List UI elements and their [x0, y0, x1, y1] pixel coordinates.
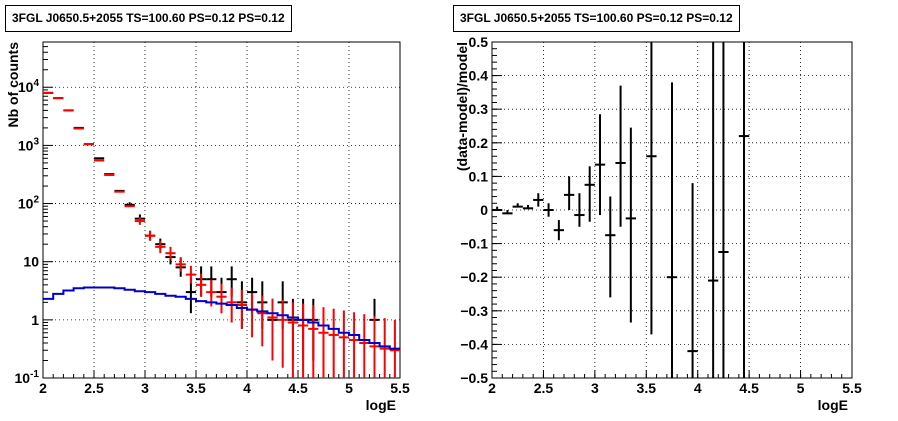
x-tick-label: 3.5 [186, 380, 206, 396]
y-tick-label: −0.2 [460, 269, 488, 285]
y-tick-label: −0.4 [460, 336, 488, 352]
plot-frame [42, 41, 401, 379]
x-tick-label: 5 [797, 380, 805, 396]
y-tick-label: −0.5 [460, 370, 488, 386]
x-axis-label: logE [366, 397, 396, 413]
y-tick-label: 104 [18, 78, 40, 95]
right-plot-title: 3FGL J0650.5+2055 TS=100.60 PS=0.12 PS=0… [453, 5, 740, 32]
right-plot: 2 2.5 3 3.5 4 4.5 5 5.5 0.5 0.4 0.3 0.2 0.1 0 −0.1 −0.2… [454, 34, 862, 413]
x-tick-label: 3 [591, 380, 599, 396]
x-tick-label: 4 [694, 380, 702, 396]
y-axis-label: (data-model)/model [454, 42, 470, 171]
x-tick-label: 5.5 [842, 380, 862, 396]
y-tick-label: 10 [23, 254, 39, 270]
y-tick-label: 10-1 [15, 369, 40, 386]
y-tick-label: 0 [480, 202, 488, 218]
x-tick-label: 2 [39, 380, 47, 396]
left-plot: 2 2.5 3 3.5 4 4.5 5 5.5 10-1 1 10 102 103 104 logE Nb o… [5, 41, 410, 413]
x-tick-label: 4 [243, 380, 251, 396]
x-tick-label: 4.5 [739, 380, 759, 396]
model-curve [43, 286, 400, 350]
y-tick-label: 0.2 [469, 135, 489, 151]
x-tick-label: 2 [488, 380, 496, 396]
y-tick-label: 0.1 [469, 168, 489, 184]
x-tick-label: 2.5 [84, 380, 104, 396]
x-tick-label: 5 [345, 380, 353, 396]
y-tick-label: −0.3 [460, 303, 488, 319]
x-tick-label: 4.5 [288, 380, 308, 396]
y-axis-label: Nb of counts [5, 42, 21, 128]
y-tick-label: 103 [18, 136, 40, 153]
x-tick-label: 3 [141, 380, 149, 396]
y-tick-label: 0.4 [469, 68, 489, 84]
y-tick-label: 102 [18, 195, 40, 212]
y-tick-label: 1 [31, 312, 39, 328]
left-plot-title: 3FGL J0650.5+2055 TS=100.60 PS=0.12 PS=0… [5, 5, 292, 32]
x-axis-label: logE [818, 397, 848, 413]
y-tick-label: 0.5 [469, 34, 489, 50]
x-tick-label: 2.5 [534, 380, 554, 396]
y-tick-label: 0.3 [469, 101, 489, 117]
x-tick-label: 3.5 [637, 380, 657, 396]
y-tick-label: −0.1 [460, 236, 488, 252]
x-tick-label: 5.5 [390, 380, 410, 396]
